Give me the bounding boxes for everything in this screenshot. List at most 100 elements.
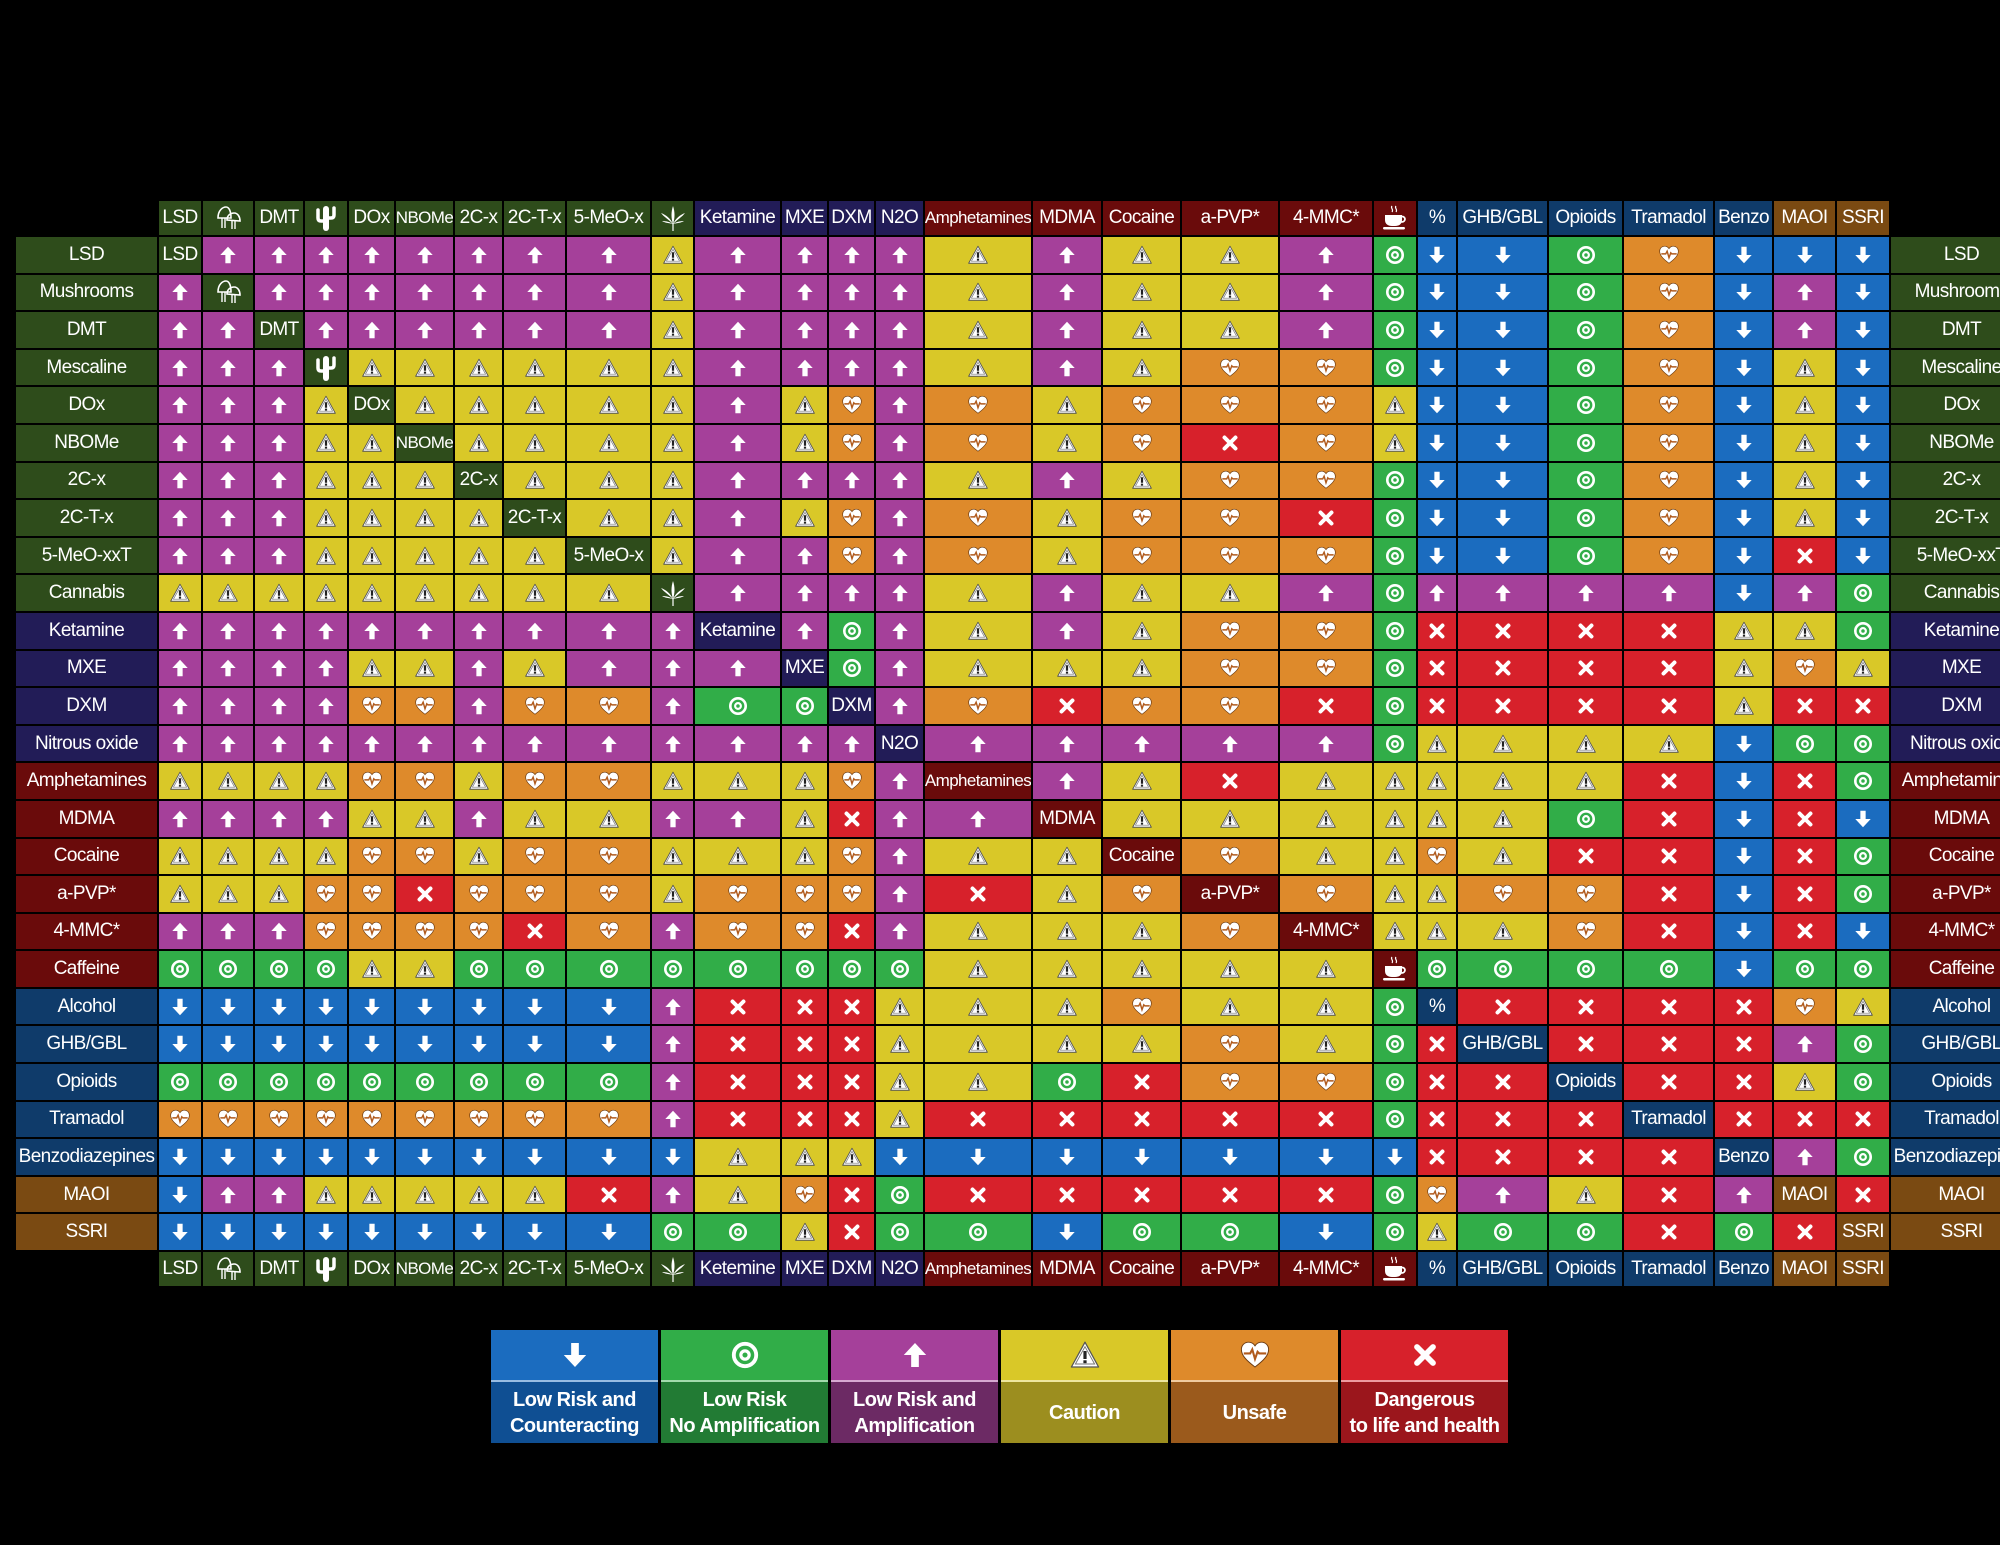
interaction-cell xyxy=(1624,612,1713,649)
x-icon xyxy=(1219,432,1241,454)
warning-triangle-icon xyxy=(315,432,337,454)
arrow-up-icon xyxy=(662,1033,684,1055)
ring-icon xyxy=(1852,582,1874,604)
interaction-cell xyxy=(1418,612,1456,649)
interaction-cell xyxy=(567,1026,650,1063)
ring-icon xyxy=(1384,620,1406,642)
arrow-up-icon xyxy=(217,319,239,341)
warning-triangle-icon xyxy=(268,770,290,792)
interaction-cell xyxy=(782,612,827,649)
warning-triangle-icon xyxy=(841,1146,863,1168)
interaction-cell xyxy=(925,575,1031,611)
interaction-cell xyxy=(567,876,650,912)
interaction-cell xyxy=(567,462,650,499)
interaction-cell xyxy=(455,1101,502,1138)
interaction-cell xyxy=(1103,763,1180,799)
arrow-up-icon xyxy=(1056,733,1078,755)
interaction-cell xyxy=(925,349,1031,386)
arrow-up-icon xyxy=(841,357,863,379)
interaction-cell xyxy=(1715,876,1772,912)
interaction-cell xyxy=(1280,1064,1372,1100)
interaction-cell xyxy=(159,913,201,950)
row-label-text: DMT xyxy=(66,318,107,340)
diagonal-cell: NBOMe xyxy=(396,424,453,461)
column-header: N2O xyxy=(876,201,923,235)
arrow-up-icon xyxy=(217,357,239,379)
heart-pulse-icon xyxy=(1131,507,1153,529)
heart-pulse-icon xyxy=(1131,883,1153,905)
arrow-up-icon xyxy=(217,657,239,679)
warning-triangle-icon xyxy=(315,507,337,529)
row-label-text: 5-MeO-xxT xyxy=(1916,544,2000,566)
interaction-cell xyxy=(829,951,874,987)
interaction-cell xyxy=(1715,424,1772,461)
row-label-text: Nitrous oxide xyxy=(1909,732,2000,754)
warning-triangle-icon xyxy=(1794,432,1816,454)
x-icon xyxy=(967,1184,989,1206)
legend-label: Low Risk and Amplification xyxy=(831,1382,998,1443)
interaction-cell xyxy=(255,951,303,987)
interaction-cell xyxy=(1549,1139,1622,1175)
warning-triangle-icon xyxy=(1384,920,1406,942)
interaction-cell xyxy=(1624,800,1713,837)
arrow-down-icon xyxy=(1852,319,1874,341)
diagonal-cell: MXE xyxy=(782,650,827,687)
row-label: 5-MeO-xxT xyxy=(1891,537,2000,574)
interaction-cell xyxy=(1033,838,1101,875)
column-footer: Ketemine xyxy=(695,1252,780,1287)
warning-triangle-icon xyxy=(662,432,684,454)
interaction-cell xyxy=(1418,876,1456,912)
interaction-cell xyxy=(1458,763,1547,799)
column-header-label: NBOMe xyxy=(396,1259,453,1279)
arrow-down-icon xyxy=(524,996,546,1018)
interaction-cell xyxy=(782,838,827,875)
interaction-cell xyxy=(876,237,923,273)
ring-icon xyxy=(1384,319,1406,341)
interaction-cell xyxy=(396,500,453,536)
warning-triangle-icon xyxy=(1852,657,1874,679)
interaction-cell xyxy=(203,725,253,762)
interaction-cell xyxy=(876,462,923,499)
column-footer: MAOI xyxy=(1774,1252,1835,1287)
warning-triangle-icon xyxy=(967,996,989,1018)
interaction-cell xyxy=(1374,1064,1416,1100)
interaction-cell xyxy=(255,1139,303,1175)
ring-icon xyxy=(1384,1108,1406,1130)
interaction-cell xyxy=(567,725,650,762)
arrow-up-icon xyxy=(662,1071,684,1093)
ring-icon xyxy=(1384,996,1406,1018)
interaction-cell xyxy=(567,387,650,423)
x-icon xyxy=(1492,1071,1514,1093)
arrow-up-icon xyxy=(841,244,863,266)
interaction-cell xyxy=(1774,800,1835,837)
x-icon xyxy=(1794,845,1816,867)
interaction-cell xyxy=(1624,876,1713,912)
heart-pulse-icon xyxy=(794,1184,816,1206)
interaction-cell xyxy=(782,951,827,987)
x-icon xyxy=(1492,996,1514,1018)
interaction-cell xyxy=(1549,800,1622,837)
interaction-cell xyxy=(203,876,253,912)
interaction-cell xyxy=(159,612,201,649)
legend-label-line: Caution xyxy=(1049,1401,1120,1424)
interaction-cell xyxy=(1103,951,1180,987)
warning-triangle-icon xyxy=(1733,620,1755,642)
interaction-cell xyxy=(159,988,201,1025)
interaction-cell xyxy=(695,1064,780,1100)
column-header: MXE xyxy=(782,201,827,235)
interaction-cell xyxy=(1458,1139,1547,1175)
arrow-up-icon xyxy=(268,1184,290,1206)
interaction-cell xyxy=(567,1101,650,1138)
interaction-cell xyxy=(203,237,253,273)
interaction-cell xyxy=(504,312,565,348)
interaction-cell xyxy=(1374,876,1416,912)
heart-pulse-icon xyxy=(524,1108,546,1130)
interaction-cell xyxy=(925,988,1031,1025)
warning-triangle-icon xyxy=(1056,883,1078,905)
heart-pulse-icon xyxy=(1315,469,1337,491)
interaction-cell xyxy=(829,800,874,837)
interaction-cell xyxy=(1418,500,1456,536)
arrow-down-icon xyxy=(598,1221,620,1243)
arrow-up-icon xyxy=(468,281,490,303)
arrow-up-icon xyxy=(268,357,290,379)
